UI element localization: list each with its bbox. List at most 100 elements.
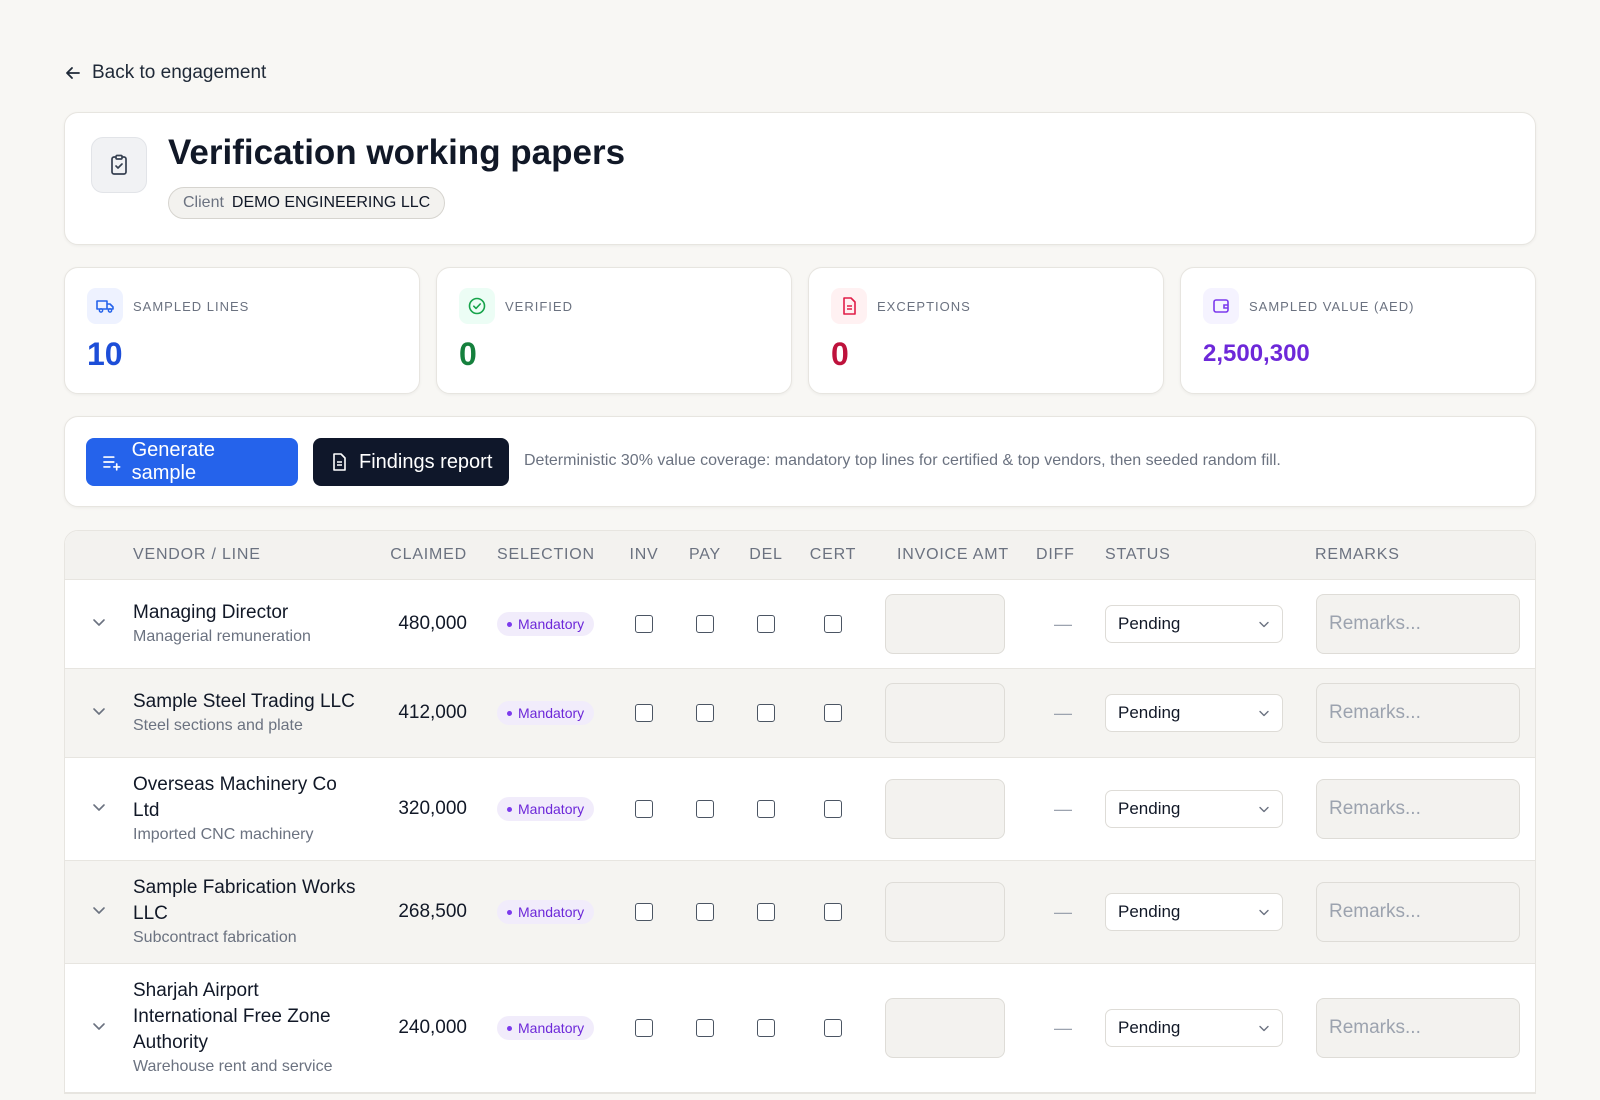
expand-toggle[interactable] [91,1018,107,1039]
chevron-icon [93,1022,105,1030]
pay-checkbox[interactable] [696,1019,714,1037]
cert-checkbox[interactable] [824,704,842,722]
table-row: Sample Steel Trading LLC Steel sections a… [65,669,1535,758]
selection-cell: Mandatory [467,1016,617,1040]
selection-cell: Mandatory [467,612,617,636]
stat-value: 2,500,300 [1203,340,1310,367]
status-value: Pending [1118,703,1181,722]
expand-toggle[interactable] [91,614,107,635]
expand-toggle[interactable] [91,902,107,923]
chevron-icon [93,618,105,626]
stat-value: 0 [831,336,849,372]
pay-checkbox[interactable] [696,800,714,818]
inv-checkbox[interactable] [635,615,653,633]
sample-table: VENDOR / LINE CLAIMED SELECTION INV PAY DEL CE… [64,530,1536,1094]
invoice-amount-input[interactable] [885,594,1005,654]
remarks-input[interactable]: Remarks... [1316,683,1520,743]
status-cell: Pending [1105,605,1311,643]
expand-toggle[interactable] [91,799,107,820]
vendor-cell: Sample Steel Trading LLC Steel sections a… [133,689,385,737]
del-checkbox[interactable] [757,903,775,921]
del-checkbox[interactable] [757,704,775,722]
vendor-name: Managing Director [133,602,289,623]
chevron-icon [93,707,105,715]
inv-checkbox[interactable] [635,704,653,722]
remarks-cell: Remarks... [1311,882,1535,942]
status-cell: Pending [1105,893,1311,931]
del-checkbox[interactable] [757,1019,775,1037]
remarks-input[interactable]: Remarks... [1316,779,1520,839]
difference: — [1054,901,1072,922]
vendor-cell: Sharjah Airport International Free Zone … [133,978,385,1078]
table-header: VENDOR / LINE CLAIMED SELECTION INV PAY DEL CE… [65,531,1535,580]
expand-toggle[interactable] [91,703,107,724]
invoice-amount-input[interactable] [885,998,1005,1058]
stat-icon [1203,288,1239,324]
difference: — [1054,613,1072,634]
line-description: Subcontract fabrication [133,929,297,946]
column-header: CLAIMED [390,546,467,563]
status-select[interactable]: Pending [1105,605,1283,643]
cert-checkbox[interactable] [824,800,842,818]
column-header: DIFF [1036,546,1075,563]
status-select[interactable]: Pending [1105,1009,1283,1047]
status-select[interactable]: Pending [1105,694,1283,732]
vendor-cell: Managing Director Managerial remuneration [133,600,385,648]
dropdown-chevron-icon [1259,909,1269,916]
cert-checkbox[interactable] [824,1019,842,1037]
stat-icon [459,288,495,324]
remarks-input[interactable]: Remarks... [1316,882,1520,942]
column-header: INV [629,546,659,563]
stat-card: SAMPLED LINES 10 [64,267,420,394]
back-link[interactable]: Back to engagement [64,62,266,84]
stat-card: VERIFIED 0 [436,267,792,394]
dropdown-chevron-icon [1259,1025,1269,1032]
column-header: INVOICE AMT [897,546,1009,563]
status-value: Pending [1118,902,1181,921]
selection-cell: Mandatory [467,900,617,924]
cert-checkbox[interactable] [824,615,842,633]
status-cell: Pending [1105,790,1311,828]
pay-checkbox[interactable] [696,903,714,921]
line-description: Managerial remuneration [133,628,311,645]
vendor-name: Overseas Machinery Co Ltd [133,774,337,821]
difference: — [1054,702,1072,723]
cert-checkbox[interactable] [824,903,842,921]
pay-checkbox[interactable] [696,704,714,722]
line-description: Imported CNC machinery [133,826,314,843]
del-checkbox[interactable] [757,615,775,633]
remarks-input[interactable]: Remarks... [1316,998,1520,1058]
table-row: Overseas Machinery Co Ltd Imported CNC ma… [65,758,1535,861]
del-checkbox[interactable] [757,800,775,818]
inv-checkbox[interactable] [635,903,653,921]
remarks-cell: Remarks... [1311,779,1535,839]
stat-card: SAMPLED VALUE (AED) 2,500,300 [1180,267,1536,394]
dropdown-chevron-icon [1259,710,1269,717]
inv-checkbox[interactable] [635,800,653,818]
status-select[interactable]: Pending [1105,790,1283,828]
findings-report-button[interactable]: Findings report [313,438,509,486]
line-description: Warehouse rent and service [133,1058,333,1075]
selection-badge: Mandatory [497,1016,595,1040]
status-select[interactable]: Pending [1105,893,1283,931]
vendor-cell: Sample Fabrication Works LLC Subcontract … [133,875,385,949]
invoice-amount-input[interactable] [885,683,1005,743]
status-value: Pending [1118,1018,1181,1037]
inv-checkbox[interactable] [635,1019,653,1037]
invoice-amount-input[interactable] [885,882,1005,942]
remarks-input[interactable]: Remarks... [1316,594,1520,654]
client-name: DEMO ENGINEERING LLC [231,194,431,211]
invoice-amount-input[interactable] [885,779,1005,839]
stat-label: EXCEPTIONS [877,299,971,314]
chevron-icon [93,906,105,914]
file-icon [843,297,856,315]
dropdown-chevron-icon [1259,806,1269,813]
header-card: Verification working papers Client DEMO … [64,112,1536,245]
generate-sample-button[interactable]: Generate sample [86,438,298,486]
report-icon [333,453,346,471]
column-header: VENDOR / LINE [133,546,261,563]
selection-cell: Mandatory [467,797,617,821]
difference: — [1054,798,1072,819]
pay-checkbox[interactable] [696,615,714,633]
